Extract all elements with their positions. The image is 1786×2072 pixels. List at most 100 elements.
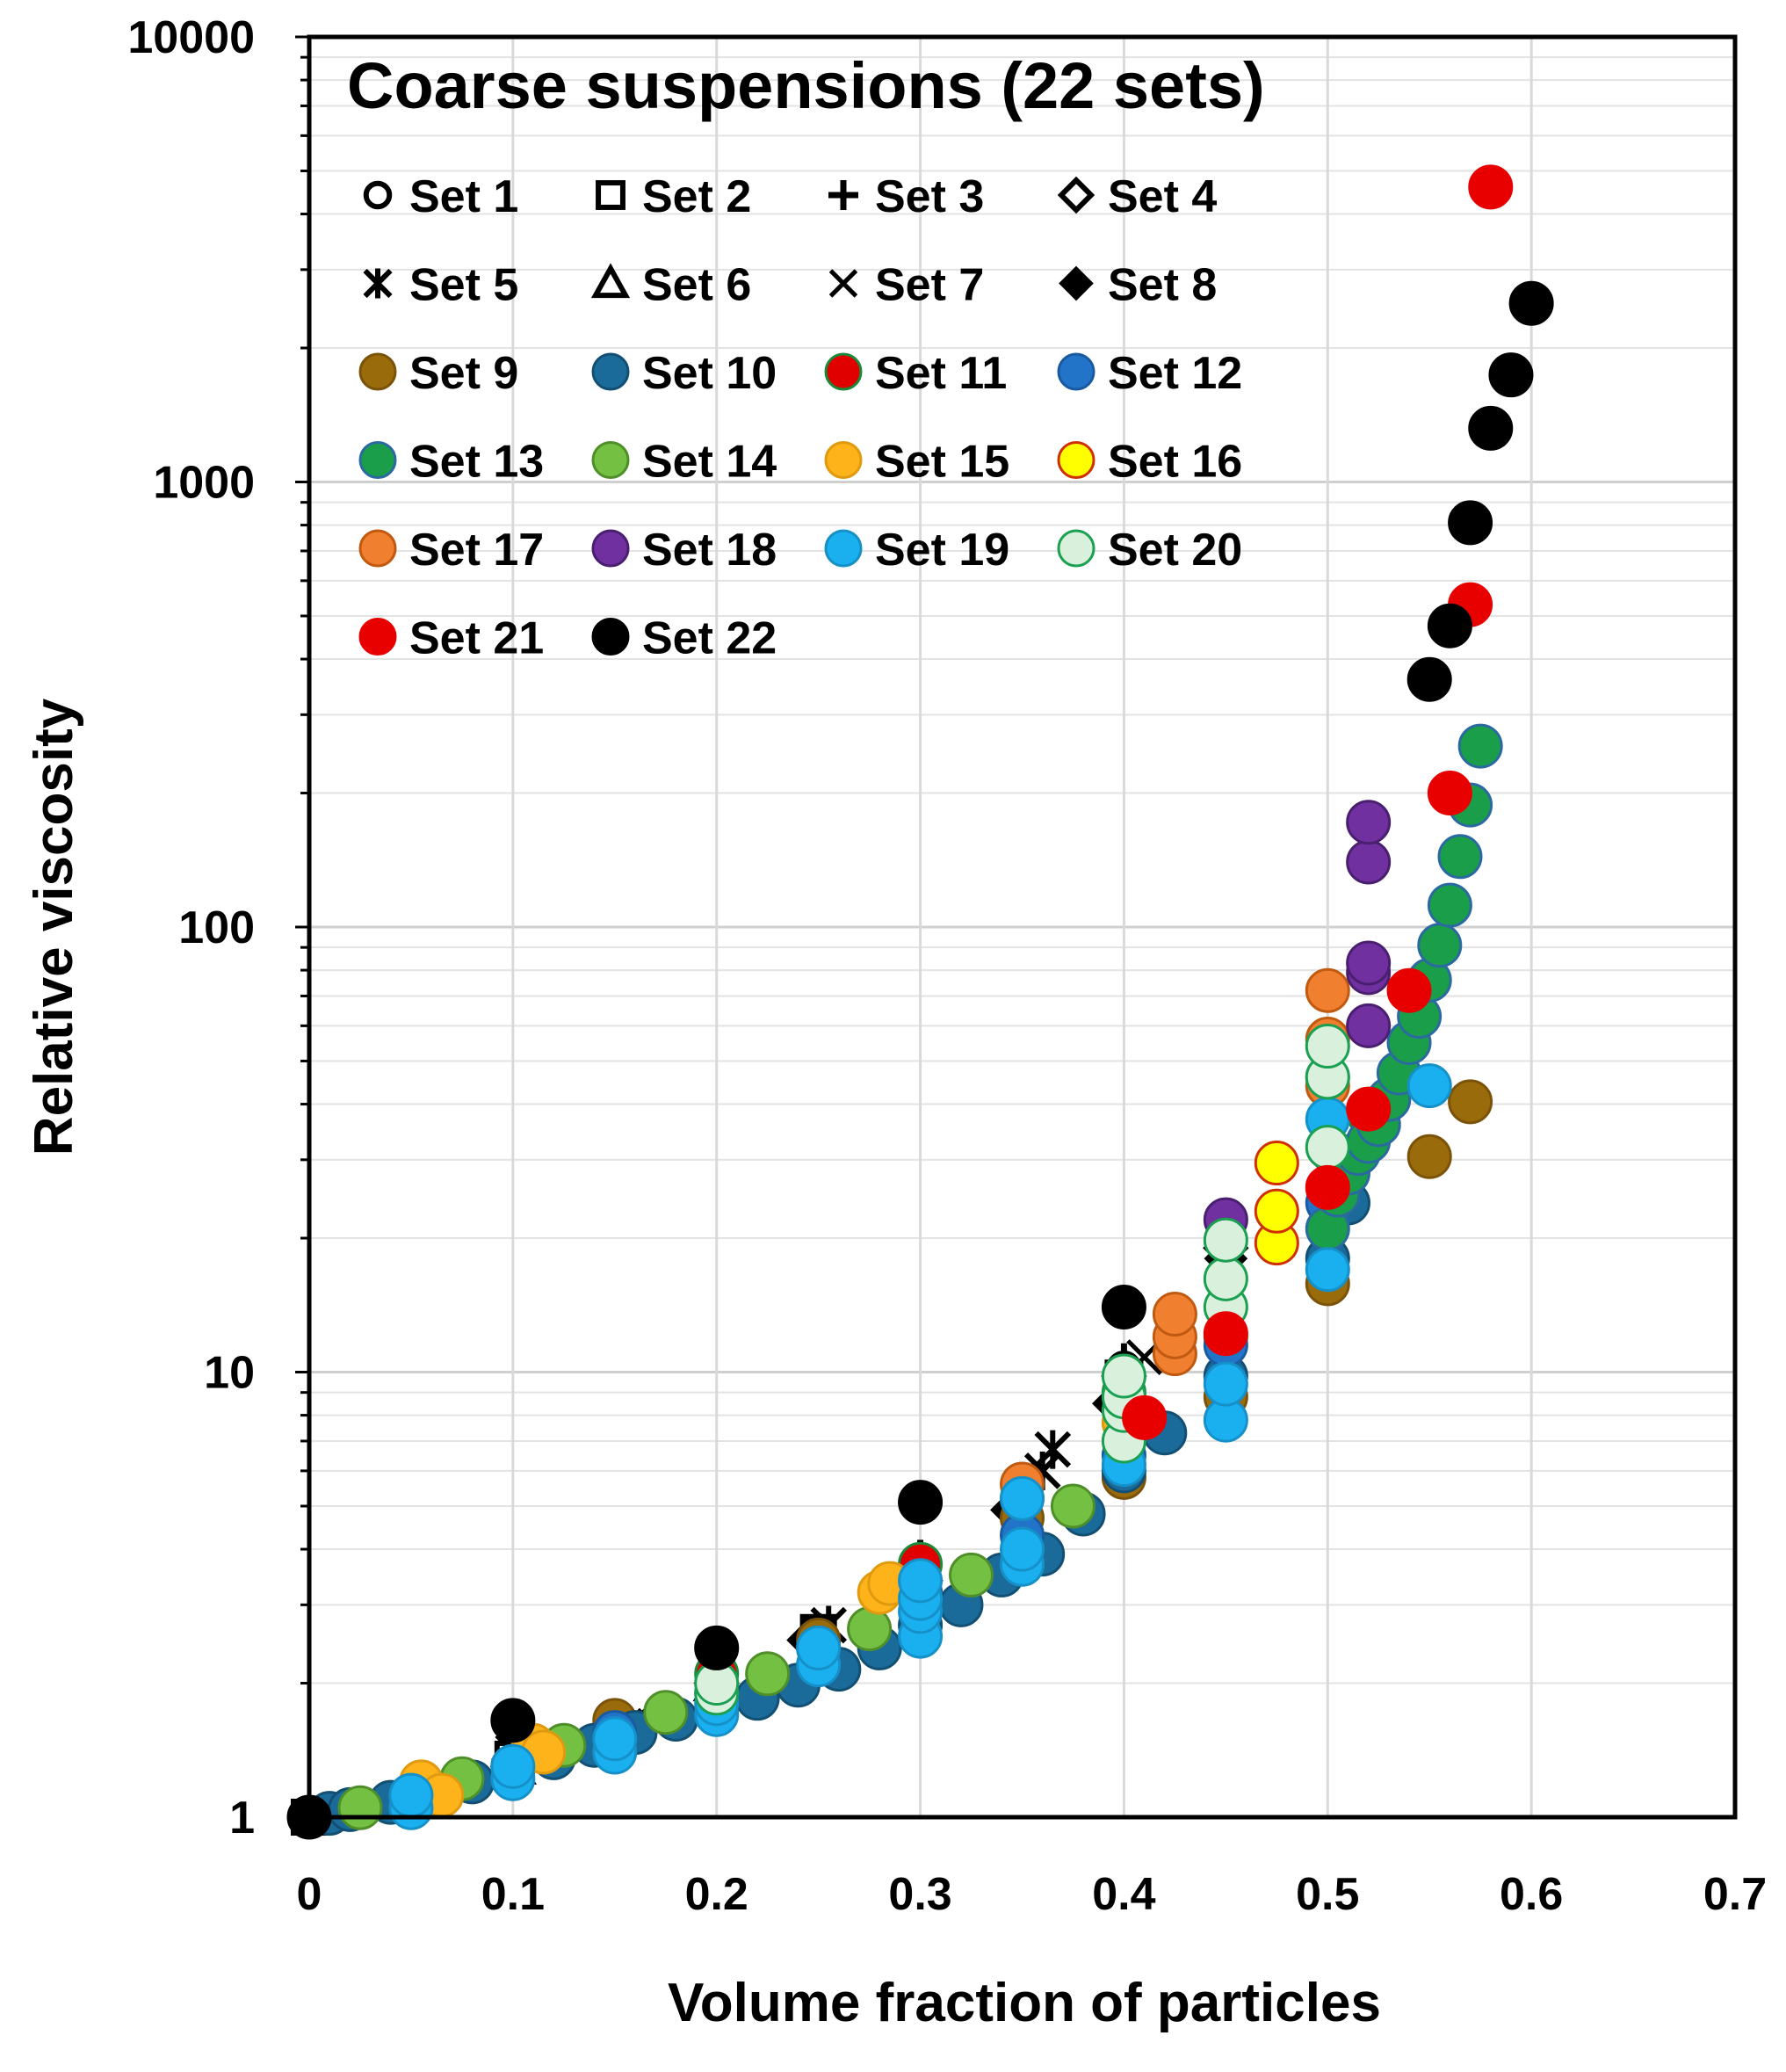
marker-shape (949, 1552, 994, 1597)
legend-label: Set 16 (1108, 437, 1242, 488)
data-point-set-22 (898, 1480, 944, 1525)
legend-item-set-14: Set 14 (591, 437, 777, 488)
legend-marker-set-11 (824, 352, 863, 391)
data-point-set-19 (592, 1716, 638, 1762)
x-tick-label: 0.7 (1703, 1869, 1767, 1920)
legend-marker-set-10 (591, 352, 630, 391)
data-point-set-16 (1254, 1141, 1299, 1186)
legend-label: Set 17 (409, 525, 544, 576)
y-tick-label: 1000 (153, 458, 255, 509)
y-tick-label: 10 (204, 1348, 255, 1399)
marker-shape (1203, 1311, 1248, 1357)
data-point-set-21 (1386, 967, 1432, 1013)
data-point-set-21 (1346, 1086, 1392, 1132)
x-tick-label: 0.3 (888, 1869, 951, 1920)
legend-item-set-20: Set 20 (1057, 525, 1242, 576)
legend-item-set-1: Set 1 (363, 171, 518, 222)
marker-shape (1203, 1256, 1248, 1301)
legend-marker-set-5 (363, 268, 393, 299)
marker-shape (1437, 834, 1483, 880)
data-point-set-18 (1346, 800, 1392, 845)
marker-shape (1427, 771, 1472, 816)
legend-item-set-18: Set 18 (591, 525, 777, 576)
chart-title: Coarse suspensions (22 sets) (347, 49, 1265, 122)
marker-shape (1101, 1353, 1146, 1399)
marker-shape (1034, 1430, 1072, 1469)
data-point-set-20 (1203, 1256, 1248, 1301)
legend-label: Set 7 (875, 260, 984, 311)
data-point-set-20 (1305, 1024, 1350, 1069)
marker-shape (1050, 1483, 1095, 1529)
legend-marker-set-14 (591, 441, 630, 479)
data-point-set-17 (1152, 1291, 1197, 1337)
marker-shape (1346, 1086, 1392, 1132)
legend-item-set-7: Set 7 (828, 260, 984, 311)
marker-shape (1254, 1188, 1299, 1234)
marker-shape (1152, 1291, 1197, 1337)
marker-shape (1468, 405, 1514, 451)
legend-item-set-10: Set 10 (591, 348, 777, 399)
data-point-set-18 (1346, 839, 1392, 885)
legend-marker-set-1 (363, 180, 393, 210)
data-point-set-22 (1488, 352, 1534, 398)
data-point-set-22 (694, 1625, 740, 1670)
marker-shape (1305, 1247, 1350, 1293)
data-point-set-14 (745, 1651, 791, 1697)
legend-marker-set-12 (1057, 352, 1095, 391)
legend-marker-set-8 (1059, 265, 1094, 301)
data-point-set-13 (1417, 923, 1463, 968)
marker-shape (1406, 1063, 1452, 1109)
legend-item-set-21: Set 21 (358, 613, 544, 664)
marker-shape (337, 1785, 383, 1830)
marker-shape (824, 529, 863, 568)
data-point-set-14 (337, 1785, 383, 1830)
legend-label: Set 20 (1108, 525, 1242, 576)
x-tick-label: 0.1 (481, 1869, 545, 1920)
marker-shape (358, 618, 397, 656)
marker-shape (591, 618, 630, 656)
marker-shape (592, 1716, 638, 1762)
data-point-set-16 (1254, 1188, 1299, 1234)
y-tick-label: 10000 (127, 12, 255, 63)
marker-shape (1346, 839, 1392, 885)
legend-label: Set 10 (642, 348, 777, 399)
marker-shape (1203, 1361, 1248, 1407)
legend-label: Set 1 (409, 171, 518, 222)
marker-shape (591, 529, 630, 568)
marker-shape (643, 1690, 689, 1735)
marker-shape (1346, 1003, 1392, 1048)
legend-marker-set-21 (358, 618, 397, 656)
marker-shape (358, 529, 397, 568)
data-point-set-13 (1427, 882, 1472, 928)
legend-label: Set 13 (409, 437, 544, 488)
data-point-set-9 (1448, 1079, 1493, 1125)
plot-frame (307, 34, 1738, 1820)
data-point-set-17 (1305, 967, 1350, 1013)
data-point-set-14 (1050, 1483, 1095, 1529)
legend-item-set-19: Set 19 (824, 525, 1009, 576)
data-points (286, 164, 1554, 1840)
legend-label: Set 6 (642, 260, 751, 311)
legend-item-set-2: Set 2 (596, 171, 751, 222)
marker-shape (596, 180, 625, 210)
data-point-set-14 (949, 1552, 994, 1597)
legend-marker-set-18 (591, 529, 630, 568)
legend-item-set-12: Set 12 (1057, 348, 1242, 399)
legend-label: Set 14 (642, 437, 777, 488)
legend-marker-set-6 (590, 263, 631, 299)
marker-shape (363, 180, 393, 210)
marker-shape (1427, 603, 1472, 648)
legend-label: Set 18 (642, 525, 777, 576)
marker-shape (1386, 967, 1432, 1013)
grid-lines (307, 35, 1737, 1819)
y-axis-title: Relative viscosity (24, 698, 84, 1156)
marker-shape (1057, 352, 1095, 391)
x-tick-label: 0.6 (1500, 1869, 1563, 1920)
legend-item-set-9: Set 9 (358, 348, 518, 399)
marker-shape (1059, 265, 1094, 301)
y-tick-labels: 1 10 100 1000 10000 (127, 12, 255, 1844)
marker-shape (1203, 1217, 1248, 1263)
legend-marker-set-9 (358, 352, 397, 391)
marker-shape (796, 1625, 842, 1670)
legend-label: Set 19 (875, 525, 1009, 576)
